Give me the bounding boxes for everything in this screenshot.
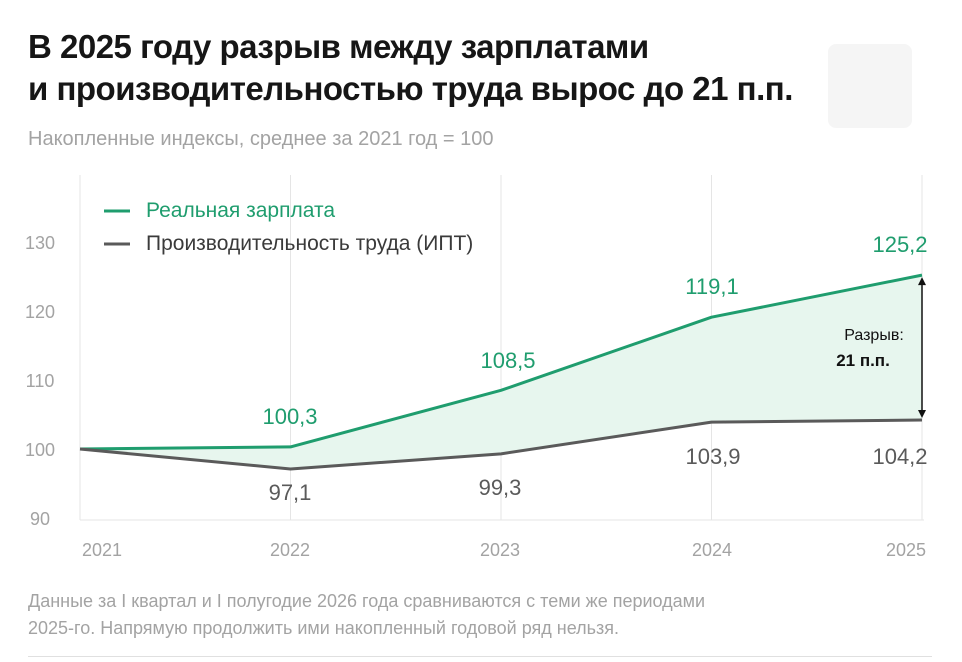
- y-tick-label: 120: [25, 302, 55, 322]
- chart-subtitle: Накопленные индексы, среднее за 2021 год…: [28, 128, 494, 150]
- x-tick-label: 2021: [82, 540, 122, 560]
- footnote-line-2: 2025-го. Напрямую продолжить ими накопле…: [28, 618, 620, 638]
- x-tick-label: 2022: [270, 540, 310, 560]
- wage-data-label: 108,5: [480, 348, 535, 373]
- x-tick-label: 2024: [692, 540, 732, 560]
- wage-data-label: 125,2: [872, 232, 927, 257]
- title-line-2: и производительностью труда вырос до 21 …: [28, 70, 793, 107]
- productivity-data-label: 97,1: [269, 480, 312, 505]
- gap-label-line-1: Разрыв:: [844, 327, 904, 344]
- legend-label: Реальная зарплата: [146, 199, 335, 222]
- footnote-line-1: Данные за I квартал и I полугодие 2026 г…: [28, 591, 706, 611]
- bottom-divider: [28, 656, 932, 657]
- gap-area: [80, 275, 922, 470]
- productivity-data-label: 103,9: [685, 444, 740, 469]
- gap-fill: [80, 275, 922, 470]
- axis-ticks: 90 100 110 120 130 2021 2022 2023 2024 2025: [25, 233, 926, 560]
- x-tick-label: 2023: [480, 540, 520, 560]
- x-tick-label: 2025: [886, 540, 926, 560]
- chart-title: В 2025 году разрыв между зарплатами и пр…: [28, 26, 848, 110]
- legend: Реальная зарплата Производительность труд…: [104, 199, 473, 255]
- footnote: Данные за I квартал и I полугодие 2026 г…: [28, 588, 928, 642]
- y-tick-label: 100: [25, 440, 55, 460]
- series-lines: [79, 273, 923, 471]
- wage-data-label: 119,1: [685, 274, 738, 299]
- gap-label-line-2: 21 п.п.: [836, 351, 890, 370]
- gap-arrow-head-top: [918, 277, 926, 286]
- y-tick-label: 110: [26, 371, 55, 391]
- gap-arrow-head-bottom: [918, 410, 926, 419]
- productivity-data-label: 104,2: [872, 444, 927, 469]
- productivity-data-label: 99,3: [479, 475, 522, 500]
- productivity-line: [79, 418, 923, 471]
- wage-data-label: 100,3: [262, 404, 317, 429]
- y-tick-label: 90: [30, 509, 50, 529]
- gap-arrow: Разрыв: 21 п.п.: [836, 277, 926, 419]
- y-tick-label: 130: [25, 233, 55, 253]
- wage-line: [79, 273, 923, 451]
- title-line-1: В 2025 году разрыв между зарплатами: [28, 28, 649, 65]
- legend-label: Производительность труда (ИПТ): [146, 232, 473, 255]
- data-labels: 100,3 108,5 119,1 125,2 97,1 99,3 103,9 104,2: [262, 232, 927, 505]
- publisher-logo-icon: [828, 44, 912, 128]
